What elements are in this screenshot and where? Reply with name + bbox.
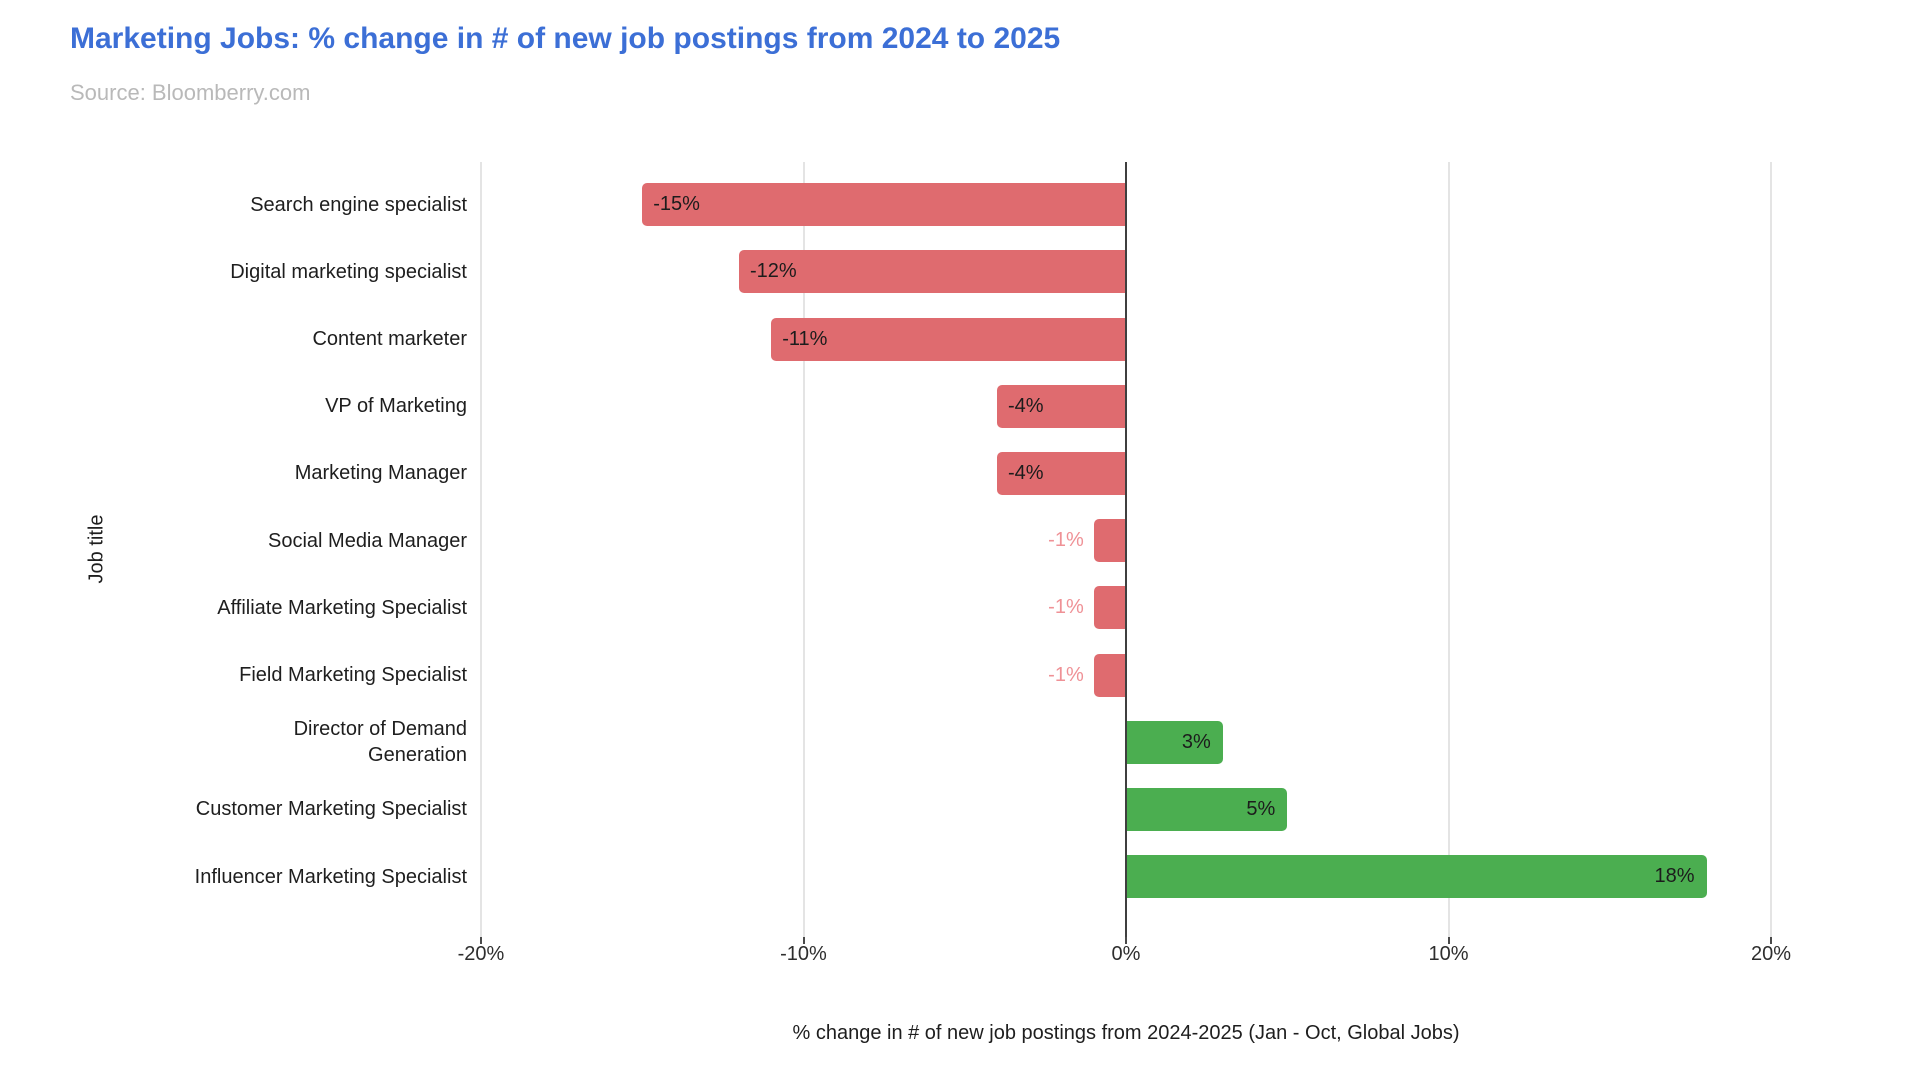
bar <box>739 250 1126 294</box>
chart-source: Source: Bloomberry.com <box>70 80 311 105</box>
gridline <box>802 162 805 937</box>
value-label: -11% <box>782 327 828 350</box>
value-label: -1% <box>1048 596 1084 619</box>
x-tick-label: -10% <box>780 943 827 965</box>
category-label: Content marketer <box>312 328 467 350</box>
value-label: -1% <box>1048 529 1084 552</box>
category-label: Digital marketing specialist <box>230 260 467 283</box>
bar <box>642 183 1126 227</box>
value-label: -15% <box>653 193 700 216</box>
x-tick-label: -20% <box>457 943 505 965</box>
category-label: Affiliate Marketing Specialist <box>217 596 467 619</box>
bar <box>1093 653 1126 697</box>
axis-tick-mark <box>1447 937 1450 944</box>
bar <box>1126 720 1223 764</box>
value-label: 5% <box>1246 797 1276 820</box>
category-label: Search engine specialist <box>250 193 467 216</box>
plot-area: -15% -12% -11% -4% -4% -1% -1% -1% 3% 5% 18% <box>480 162 1772 944</box>
bar <box>1093 586 1126 630</box>
category-label: Customer Marketing Specialist <box>195 798 467 821</box>
category-label: Marketing Manager <box>294 462 467 485</box>
category-label: Social Media Manager <box>268 529 467 552</box>
value-label: 3% <box>1181 730 1211 753</box>
value-label: -4% <box>1008 461 1044 484</box>
category-label: Field Marketing Specialist <box>239 664 467 686</box>
x-axis-title: % change in # of new job postings from 2… <box>792 1022 1460 1044</box>
bar <box>1126 855 1707 899</box>
gridline <box>1447 162 1450 937</box>
category-label: VP of Marketing <box>325 395 467 418</box>
bar <box>997 384 1126 428</box>
value-label: -12% <box>750 260 797 283</box>
axis-tick-mark <box>802 937 805 944</box>
bar <box>1093 519 1126 563</box>
category-label: Influencer Marketing Specialist <box>194 865 467 888</box>
gridline <box>1770 162 1772 937</box>
value-label: 18% <box>1654 865 1695 888</box>
value-label: -4% <box>1008 394 1044 417</box>
x-axis-ticks: -20% -10% 0% 10% 20% <box>458 943 1791 969</box>
axis-tick-mark <box>1770 937 1772 944</box>
gridline <box>480 162 482 937</box>
category-axis: Search engine specialist Digital marketin… <box>100 162 467 937</box>
bar <box>771 317 1126 361</box>
x-tick-label: 20% <box>1750 943 1792 965</box>
x-tick-label: 10% <box>1428 943 1469 965</box>
value-label: -1% <box>1048 663 1084 686</box>
axis-tick-mark <box>1125 937 1127 944</box>
zero-axis-line <box>1125 162 1127 937</box>
category-label: Director of Demand Generation <box>293 718 467 767</box>
axis-tick-mark <box>480 937 482 944</box>
bar <box>997 451 1126 495</box>
x-tick-label: 0% <box>1111 943 1141 965</box>
chart-title: Marketing Jobs: % change in # of new job… <box>70 22 1061 55</box>
bar <box>1126 787 1288 831</box>
